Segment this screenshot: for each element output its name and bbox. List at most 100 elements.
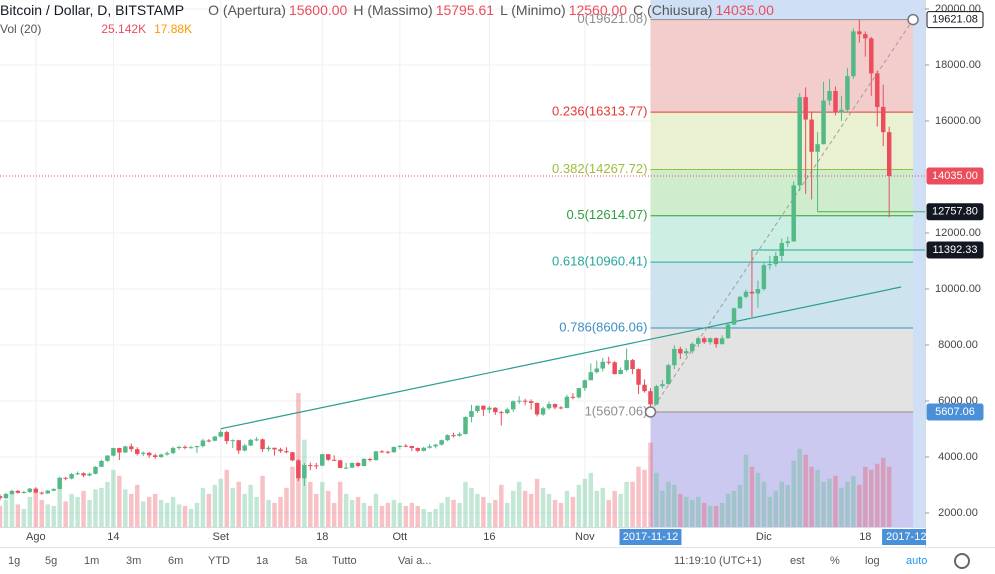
range-button[interactable]: 3m (126, 555, 142, 567)
volume-bar (379, 505, 385, 527)
volume-bar (123, 489, 128, 527)
x-tick-label: 14 (107, 531, 119, 543)
volume-bar (51, 505, 56, 527)
volume-bar (618, 493, 623, 527)
candle-body (87, 473, 92, 476)
volume-bar (266, 499, 271, 527)
price-tag-label: 12757.80 (932, 206, 978, 218)
range-button[interactable]: Vai a... (398, 555, 432, 567)
option-button[interactable]: log (865, 555, 880, 567)
volume-bar (272, 502, 277, 527)
range-button[interactable]: 1a (256, 555, 269, 567)
volume-bar (582, 478, 588, 527)
volume-bar (451, 499, 456, 527)
range-button[interactable]: Tutto (332, 555, 357, 567)
option-button[interactable]: est (790, 555, 805, 567)
x-tick-label: Ott (393, 531, 408, 543)
candle-body (75, 473, 80, 475)
volume-bar (152, 493, 158, 527)
ohlc-label: H (Massimo) (353, 2, 433, 18)
volume-bar (540, 487, 546, 527)
candle-body (791, 185, 796, 242)
volume-bar (194, 502, 200, 527)
volume-bar (725, 493, 731, 527)
volume-bar (779, 481, 785, 527)
volume-bar (188, 508, 194, 527)
candle-body (182, 446, 188, 448)
volume-bar (349, 499, 355, 527)
candle-body (397, 445, 403, 447)
candle-body (695, 338, 701, 344)
range-button[interactable]: 1m (84, 555, 100, 567)
candle-body (230, 440, 235, 442)
volume-bar (361, 502, 367, 527)
volume-bar (642, 469, 647, 527)
volume-bar (331, 502, 337, 527)
candle-body (403, 445, 409, 447)
option-button[interactable]: % (830, 555, 840, 567)
candle-body (767, 264, 773, 266)
volume-bar (475, 493, 480, 527)
ohlc-label: L (Minimo) (500, 2, 566, 18)
volume-bar (713, 505, 719, 527)
candle-body (863, 34, 868, 39)
volume-bar (839, 487, 844, 527)
candle-body (606, 361, 611, 363)
candle-body (337, 460, 343, 468)
candle-body (194, 446, 200, 448)
volume-bar (630, 481, 635, 527)
range-button[interactable]: 6m (168, 555, 184, 567)
price-tag (926, 403, 984, 421)
candle-body (248, 439, 253, 446)
volume-bar (111, 469, 116, 527)
volume-bar (158, 499, 164, 527)
volume-bar (385, 502, 391, 527)
range-button[interactable]: 5g (45, 555, 58, 567)
volume-bar (105, 481, 110, 527)
volume-bar (27, 496, 33, 527)
y-tick-label: 2000.00 (938, 507, 978, 519)
candle-body (170, 448, 176, 454)
settings-button[interactable] (954, 553, 970, 569)
trend-line (220, 286, 902, 430)
volume-bar (857, 484, 862, 527)
candle-body (785, 241, 790, 244)
candle-body (487, 407, 492, 410)
candle-body (445, 435, 450, 441)
y-tick-label: 16000.00 (935, 115, 981, 127)
volume-bar (182, 505, 188, 527)
x-tick-label: 18 (316, 531, 328, 543)
volume-bar (224, 469, 230, 527)
candle-body (869, 38, 874, 74)
price-axis (925, 0, 995, 547)
candle-body (284, 451, 289, 453)
fib-label: 0.5(12614.07) (567, 207, 648, 222)
fib-label: 0(19621.08) (577, 11, 647, 26)
volume-bar (33, 490, 39, 527)
volume-bar (135, 484, 140, 527)
time-axis (0, 528, 925, 547)
candle-body (654, 386, 659, 405)
candle-body (875, 73, 880, 107)
volume-bar (421, 508, 426, 527)
candle-body (152, 455, 158, 457)
fib-label: 0.618(10960.41) (552, 254, 647, 269)
candle-body (63, 477, 68, 479)
candle-body (355, 462, 361, 466)
candle-body (737, 296, 743, 309)
candle-body (0, 496, 3, 499)
candle-body (39, 492, 45, 494)
candle-body (857, 31, 862, 35)
volume-bar (15, 504, 21, 527)
fib-label: 0.236(16313.77) (552, 104, 647, 119)
volume-bar (648, 442, 653, 527)
volume-bar (666, 481, 671, 527)
candle-body (266, 447, 271, 450)
volume-bar (278, 496, 283, 527)
option-button[interactable]: auto (906, 555, 928, 567)
price-tag (926, 241, 984, 259)
range-button[interactable]: 1g (8, 555, 21, 567)
range-button[interactable]: YTD (208, 555, 230, 567)
range-button[interactable]: 5a (295, 555, 308, 567)
candle-body (439, 440, 444, 445)
